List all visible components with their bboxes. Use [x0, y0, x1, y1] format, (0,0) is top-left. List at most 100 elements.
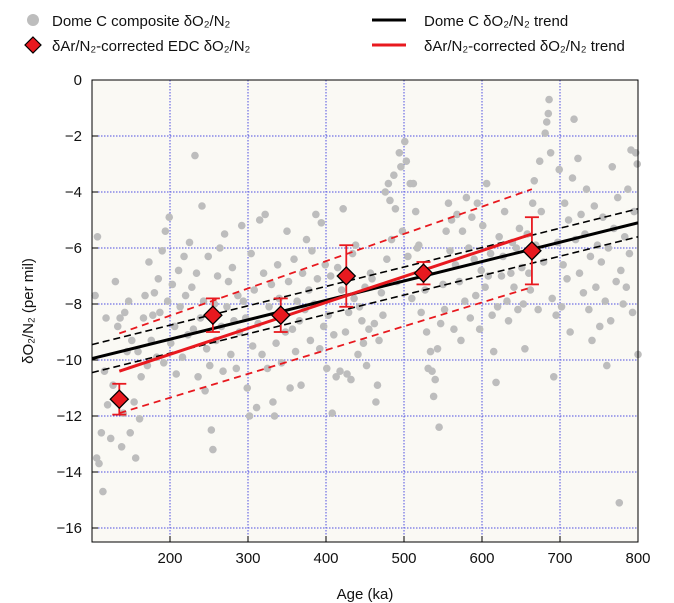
composite-point — [586, 252, 595, 261]
composite-point — [347, 375, 355, 384]
axes: 200 300 400 500 600 700 800 0 −2 −4 −6 −8 −10 −12 −14 −… — [57, 72, 651, 567]
composite-point — [370, 319, 379, 328]
composite-point — [409, 179, 418, 188]
composite-point — [202, 345, 211, 353]
composite-point — [341, 328, 350, 336]
composite-point — [590, 202, 599, 210]
composite-point — [608, 163, 617, 171]
trend-upper-ci — [91, 208, 639, 346]
composite-point — [383, 255, 391, 263]
composite-point — [444, 199, 453, 207]
composite-point — [457, 336, 465, 345]
composite-point — [482, 179, 491, 188]
composite-point — [156, 308, 164, 317]
composite-point — [166, 339, 175, 348]
composite-point — [141, 291, 149, 300]
composite-point — [481, 283, 489, 292]
composite-point — [150, 289, 159, 297]
composite-point — [422, 328, 431, 336]
composite-point — [159, 359, 168, 367]
composite-point — [252, 403, 261, 412]
composite-point — [365, 325, 373, 334]
composite-point — [525, 269, 533, 278]
composite-point — [228, 263, 237, 272]
x-tick-label: 300 — [235, 550, 260, 567]
composite-point — [265, 303, 273, 311]
corrected-point — [270, 305, 291, 326]
composite-point — [126, 429, 135, 437]
composite-point — [617, 266, 625, 275]
composite-point — [213, 272, 222, 280]
composite-point — [239, 297, 248, 306]
composite-point — [339, 205, 347, 213]
corrected-trend-upper-ci — [119, 188, 533, 335]
composite-point — [220, 230, 229, 238]
y-tick-label: −12 — [57, 408, 82, 425]
composite-point — [99, 487, 107, 496]
composite-point — [566, 328, 574, 336]
composite-point — [333, 263, 342, 272]
corrected-point — [413, 263, 434, 284]
plot-frame — [91, 79, 639, 543]
composite-point — [291, 347, 300, 356]
composite-point — [216, 244, 224, 252]
composite-point — [530, 177, 539, 185]
composite-point — [161, 227, 170, 235]
composite-point — [172, 370, 181, 378]
composite-point — [545, 95, 553, 104]
composite-point — [170, 322, 179, 331]
composite-point — [191, 151, 199, 160]
composite-point — [541, 129, 549, 137]
composite-point — [500, 207, 509, 216]
composite-point — [354, 350, 362, 359]
x-tick-label: 200 — [157, 550, 182, 567]
composite-point — [606, 317, 615, 325]
legend-label-composite: Dome C composite δO₂/N₂ — [52, 13, 231, 30]
composite-point — [261, 210, 269, 219]
composite-point — [113, 322, 122, 331]
composite-point — [192, 269, 201, 278]
composite-point — [106, 434, 115, 443]
composite-point — [198, 202, 206, 210]
composite-point — [273, 261, 282, 269]
composite-point — [201, 387, 209, 395]
composite-point — [290, 255, 298, 263]
composite-point — [358, 317, 366, 325]
composite-point — [415, 241, 423, 249]
composite-point — [390, 171, 398, 179]
composite-point — [568, 174, 577, 182]
composite-point — [373, 381, 382, 390]
composite-point — [313, 275, 322, 283]
composite-point — [489, 347, 498, 356]
composite-point — [284, 277, 293, 286]
composite-point — [564, 216, 573, 224]
composite-point — [263, 364, 272, 373]
composite-point — [521, 345, 529, 353]
composite-point — [97, 429, 106, 437]
composite-point — [625, 249, 634, 258]
composite-point — [219, 367, 227, 376]
composite-point — [436, 319, 445, 328]
composite-point — [497, 272, 506, 280]
y-tick-label: −14 — [57, 464, 82, 481]
legend-label-trend: Dome C δO₂/N₂ trend — [424, 13, 568, 30]
composite-point — [245, 412, 254, 420]
composite-point — [478, 221, 487, 230]
composite-point — [526, 286, 535, 294]
composite-point — [232, 364, 241, 373]
composite-point — [604, 244, 613, 252]
composite-point — [428, 367, 436, 376]
y-axis-label: δO₂/N₂ (per mil) — [20, 258, 37, 364]
composite-point — [250, 286, 259, 294]
composite-point — [386, 196, 394, 205]
composite-point — [612, 277, 620, 286]
composite-point — [624, 185, 632, 193]
composite-point — [163, 297, 172, 306]
composite-point — [332, 373, 340, 381]
composite-point — [272, 339, 280, 348]
x-axis-label: Age (ka) — [337, 586, 394, 603]
composite-point — [585, 305, 593, 314]
composite-point — [512, 244, 521, 252]
corrected-point — [109, 389, 130, 410]
composite-point — [431, 375, 440, 384]
